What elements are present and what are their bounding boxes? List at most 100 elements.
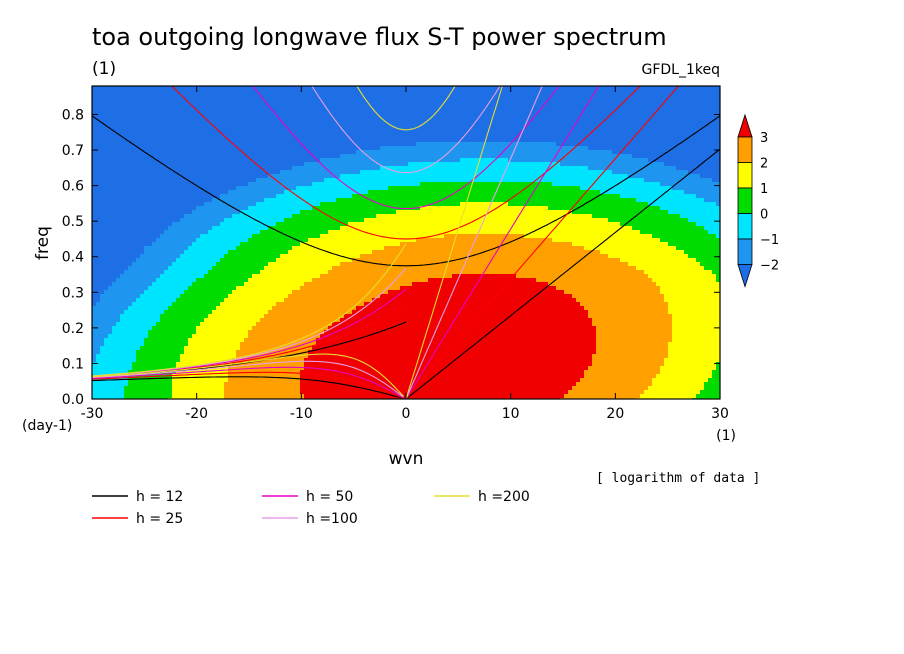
field-cell <box>228 342 233 347</box>
field-cell <box>276 234 281 239</box>
field-cell <box>208 218 213 223</box>
field-cell <box>252 118 257 123</box>
field-cell <box>132 206 137 211</box>
field-cell <box>136 322 141 327</box>
field-cell <box>308 246 313 251</box>
field-cell <box>140 374 145 379</box>
field-cell <box>252 158 257 163</box>
field-cell <box>312 282 317 287</box>
field-cell <box>96 90 101 95</box>
field-cell <box>216 126 221 131</box>
field-cell <box>140 146 145 151</box>
field-cell <box>336 270 341 275</box>
field-cell <box>192 186 197 191</box>
field-cell <box>220 126 225 131</box>
field-cell <box>244 338 249 343</box>
field-cell <box>220 286 225 291</box>
field-cell <box>96 186 101 191</box>
field-cell <box>164 326 169 331</box>
field-cell <box>240 302 245 307</box>
field-cell <box>164 394 169 399</box>
field-cell <box>108 362 113 367</box>
field-cell <box>128 162 133 167</box>
field-cell <box>152 350 157 355</box>
field-cell <box>300 190 305 195</box>
field-cell <box>184 294 189 299</box>
field-cell <box>104 338 109 343</box>
field-cell <box>332 202 337 207</box>
field-cell <box>140 274 145 279</box>
field-cell <box>112 234 117 239</box>
field-cell <box>332 94 337 99</box>
field-cell <box>136 390 141 395</box>
field-cell <box>92 94 97 99</box>
field-cell <box>144 346 149 351</box>
field-cell <box>256 174 261 179</box>
field-cell <box>228 94 233 99</box>
field-cell <box>236 182 241 187</box>
field-cell <box>288 114 293 119</box>
field-cell <box>304 162 309 167</box>
field-cell <box>164 342 169 347</box>
field-cell <box>280 266 285 271</box>
field-cell <box>288 254 293 259</box>
field-cell <box>188 86 193 91</box>
field-cell <box>308 154 313 159</box>
field-cell <box>224 378 229 383</box>
field-cell <box>124 298 129 303</box>
field-cell <box>248 242 253 247</box>
field-cell <box>120 258 125 263</box>
field-cell <box>284 90 289 95</box>
field-cell <box>184 226 189 231</box>
field-cell <box>220 186 225 191</box>
field-cell <box>268 130 273 135</box>
field-cell <box>180 190 185 195</box>
field-cell <box>284 166 289 171</box>
field-cell <box>292 110 297 115</box>
field-cell <box>132 130 137 135</box>
field-cell <box>96 242 101 247</box>
field-cell <box>304 258 309 263</box>
field-cell <box>184 350 189 355</box>
field-cell <box>320 374 325 379</box>
field-cell <box>276 150 281 155</box>
field-cell <box>92 210 97 215</box>
field-cell <box>124 294 129 299</box>
field-cell <box>316 210 321 215</box>
field-cell <box>232 98 237 103</box>
field-cell <box>156 358 161 363</box>
field-cell <box>188 274 193 279</box>
field-cell <box>212 306 217 311</box>
field-cell <box>128 358 133 363</box>
field-cell <box>224 254 229 259</box>
field-cell <box>104 358 109 363</box>
field-cell <box>340 322 345 327</box>
field-cell <box>176 206 181 211</box>
field-cell <box>300 366 305 371</box>
field-cell <box>168 158 173 163</box>
field-cell <box>324 390 329 395</box>
field-cell <box>212 86 217 91</box>
field-cell <box>272 226 277 231</box>
field-cell <box>272 342 277 347</box>
field-cell <box>220 346 225 351</box>
field-cell <box>212 174 217 179</box>
field-cell <box>304 154 309 159</box>
field-cell <box>272 262 277 267</box>
field-cell <box>304 306 309 311</box>
field-cell <box>136 98 141 103</box>
field-cell <box>116 354 121 359</box>
field-cell <box>112 190 117 195</box>
field-cell <box>200 86 205 91</box>
field-cell <box>184 390 189 395</box>
field-cell <box>112 362 117 367</box>
field-cell <box>216 154 221 159</box>
field-cell <box>188 242 193 247</box>
field-cell <box>152 326 157 331</box>
field-cell <box>276 238 281 243</box>
field-cell <box>232 282 237 287</box>
field-cell <box>108 314 113 319</box>
field-cell <box>100 206 105 211</box>
field-cell <box>208 106 213 111</box>
field-cell <box>256 322 261 327</box>
